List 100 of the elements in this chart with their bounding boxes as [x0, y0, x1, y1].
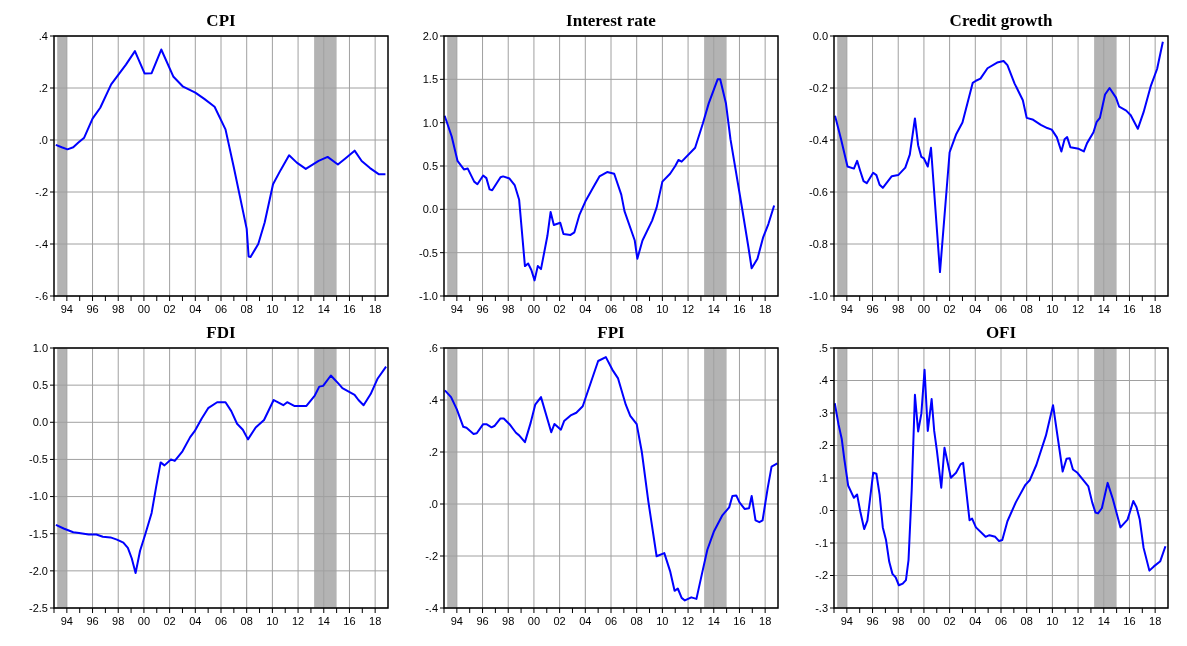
- x-tick-label: 00: [917, 615, 931, 627]
- x-tick-label: 08: [630, 615, 643, 627]
- x-tick-label: 06: [994, 303, 1008, 315]
- y-tick-label: 0.5: [32, 378, 48, 391]
- y-tick-label: -.4: [35, 237, 48, 250]
- y-tick-label: .5: [818, 341, 828, 354]
- y-tick-label: 1.0: [422, 116, 438, 129]
- x-tick-label: 04: [189, 615, 202, 627]
- x-tick-label: 10: [1046, 615, 1059, 627]
- y-tick-label: 1.5: [422, 73, 438, 86]
- x-tick-label: 12: [1071, 303, 1085, 315]
- y-tick-label: .4: [428, 393, 438, 406]
- x-tick-label: 10: [1046, 303, 1059, 315]
- x-tick-label: 00: [527, 615, 541, 627]
- x-tick-label: 96: [86, 615, 99, 627]
- y-tick-label: .2: [38, 81, 48, 94]
- y-tick-label: -.2: [35, 185, 48, 198]
- x-tick-label: 06: [214, 615, 228, 627]
- x-tick-label: 12: [291, 303, 305, 315]
- y-tick-label: 0.5: [422, 159, 438, 172]
- x-tick-label: 04: [969, 303, 982, 315]
- y-tick-label: -.3: [815, 601, 828, 614]
- x-tick-label: 02: [943, 615, 956, 627]
- y-tick-label: -0.5: [419, 246, 438, 259]
- x-tick-label: 08: [1020, 615, 1033, 627]
- y-tick-label: .0: [818, 504, 828, 517]
- x-tick-label: 98: [892, 615, 905, 627]
- x-tick-label: 06: [994, 615, 1008, 627]
- x-tick-label: 00: [527, 303, 541, 315]
- x-tick-label: 02: [553, 615, 566, 627]
- x-tick-label: 10: [656, 615, 669, 627]
- chart-title: Credit growth: [949, 11, 1053, 30]
- line-series: [54, 48, 387, 258]
- chart-title: Interest rate: [566, 11, 657, 30]
- line-series: [833, 368, 1167, 587]
- y-tick-label: -1.5: [29, 527, 48, 540]
- x-tick-label: 94: [60, 303, 73, 315]
- x-tick-label: 94: [840, 303, 853, 315]
- x-tick-label: 02: [943, 303, 956, 315]
- x-tick-label: 00: [137, 615, 151, 627]
- x-tick-label: 14: [707, 303, 720, 315]
- x-tick-label: 98: [892, 303, 905, 315]
- x-tick-label: 96: [86, 303, 99, 315]
- y-tick-label: .2: [818, 439, 828, 452]
- x-tick-label: 98: [502, 615, 515, 627]
- x-tick-label: 04: [189, 303, 202, 315]
- x-tick-label: 16: [733, 303, 746, 315]
- x-tick-label: 16: [1123, 303, 1136, 315]
- x-tick-label: 96: [866, 615, 879, 627]
- x-tick-label: 14: [317, 303, 330, 315]
- x-tick-label: 16: [733, 615, 746, 627]
- x-tick-label: 96: [476, 303, 489, 315]
- y-tick-label: .1: [818, 471, 828, 484]
- line-series: [443, 78, 776, 282]
- x-tick-label: 14: [707, 615, 720, 627]
- x-tick-label: 04: [579, 303, 592, 315]
- x-tick-label: 12: [681, 303, 695, 315]
- y-tick-label: 2.0: [422, 29, 438, 42]
- y-tick-label: .6: [428, 341, 438, 354]
- x-tick-label: 06: [604, 303, 618, 315]
- x-tick-label: 04: [579, 615, 592, 627]
- chart-title: OFI: [985, 323, 1017, 342]
- y-tick-label: -1.0: [419, 289, 438, 302]
- x-tick-label: 10: [656, 303, 669, 315]
- y-tick-label: .0: [428, 497, 438, 510]
- x-tick-label: 04: [969, 615, 982, 627]
- y-tick-label: -0.6: [809, 185, 828, 198]
- y-tick-label: -.4: [425, 601, 438, 614]
- x-tick-label: 08: [240, 303, 253, 315]
- y-tick-label: -1.0: [809, 289, 828, 302]
- y-tick-label: .3: [818, 406, 828, 419]
- x-tick-label: 14: [317, 615, 330, 627]
- x-tick-label: 98: [112, 303, 125, 315]
- x-tick-label: 06: [604, 615, 618, 627]
- x-tick-label: 98: [502, 303, 515, 315]
- chart-title: FDI: [206, 323, 237, 342]
- x-tick-label: 16: [343, 303, 356, 315]
- line-series: [834, 40, 1164, 274]
- y-tick-label: .4: [818, 374, 828, 387]
- chart-title: CPI: [206, 11, 237, 30]
- y-tick-label: -.2: [425, 549, 438, 562]
- x-tick-label: 94: [840, 615, 853, 627]
- x-tick-label: 18: [1149, 303, 1162, 315]
- x-tick-label: 94: [60, 615, 73, 627]
- x-tick-label: 02: [163, 615, 176, 627]
- x-tick-label: 18: [369, 303, 382, 315]
- x-tick-label: 14: [1097, 303, 1110, 315]
- x-tick-label: 94: [450, 615, 463, 627]
- x-tick-label: 10: [266, 303, 279, 315]
- x-tick-label: 96: [476, 615, 489, 627]
- x-tick-label: 06: [214, 303, 228, 315]
- y-tick-label: -.6: [35, 289, 48, 302]
- y-tick-label: 0.0: [32, 416, 48, 429]
- x-tick-label: 08: [630, 303, 643, 315]
- y-tick-label: -.1: [815, 536, 828, 549]
- x-tick-label: 14: [1097, 615, 1110, 627]
- x-tick-label: 12: [681, 615, 695, 627]
- x-tick-label: 16: [1123, 615, 1136, 627]
- x-tick-label: 98: [112, 615, 125, 627]
- y-tick-label: -0.5: [29, 453, 48, 466]
